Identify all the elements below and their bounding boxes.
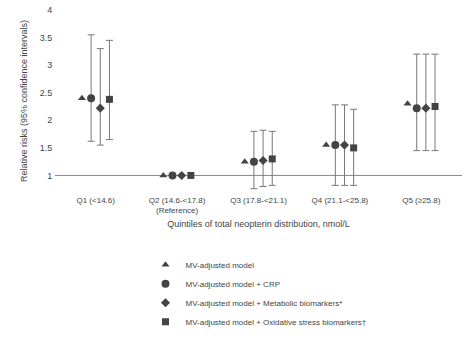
svg-text:1.5: 1.5 (40, 143, 53, 153)
svg-text:4: 4 (47, 5, 52, 15)
svg-text:Relative risks (95% confidence: Relative risks (95% confidence intervals… (19, 20, 29, 182)
svg-text:Quintiles of total neopterin d: Quintiles of total neopterin distributio… (167, 219, 350, 229)
svg-text:Q2 (14.6-<17.8)(Reference): Q2 (14.6-<17.8)(Reference) (149, 196, 206, 215)
svg-text:Q5 (≥25.8): Q5 (≥25.8) (402, 196, 441, 205)
svg-text:2.5: 2.5 (40, 88, 53, 98)
svg-text:Q3 (17.8-<21.1): Q3 (17.8-<21.1) (230, 196, 287, 205)
svg-text:MV-adjusted model + Metabolic: MV-adjusted model + Metabolic biomarkers… (186, 299, 343, 308)
svg-text:3.5: 3.5 (40, 33, 53, 43)
svg-text:1: 1 (47, 171, 52, 181)
svg-text:MV-adjusted model + CRP: MV-adjusted model + CRP (186, 280, 281, 289)
svg-text:MV-adjusted model: MV-adjusted model (186, 261, 255, 270)
svg-text:MV-adjusted model + Oxidative: MV-adjusted model + Oxidative stress bio… (186, 318, 367, 327)
svg-text:Q4 (21.1-<25.8): Q4 (21.1-<25.8) (312, 196, 369, 205)
svg-text:3: 3 (47, 60, 52, 70)
svg-text:Q1 (<14.6): Q1 (<14.6) (76, 196, 115, 205)
svg-text:2: 2 (47, 115, 52, 125)
